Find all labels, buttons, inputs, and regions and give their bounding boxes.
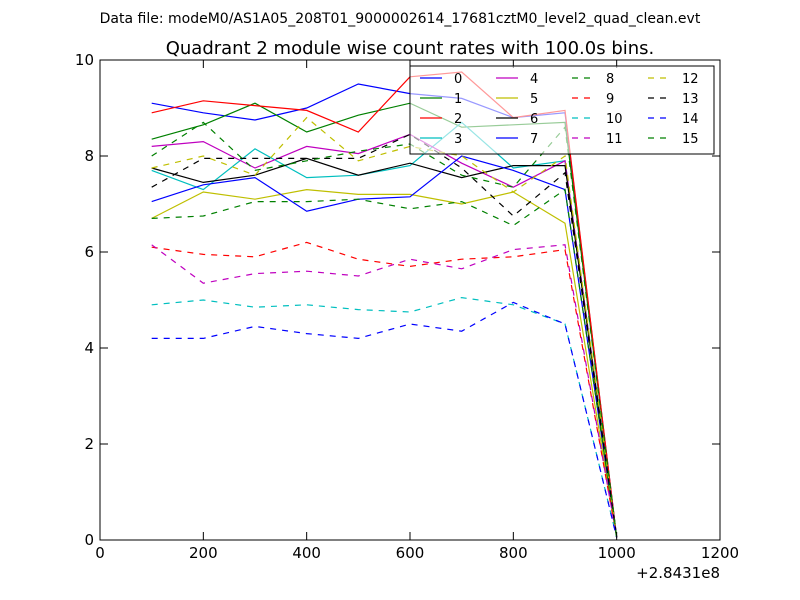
y-tick-label: 10	[75, 51, 94, 69]
legend-label-14: 14	[682, 112, 699, 127]
legend-label-10: 10	[606, 112, 623, 127]
y-tick-label: 8	[84, 147, 94, 165]
figure-suptitle: Data file: modeM0/AS1A05_208T01_90000026…	[100, 11, 701, 27]
plot-area	[151, 71, 618, 538]
series-line-11	[151, 244, 618, 538]
series-line-8	[151, 188, 618, 538]
x-tick-label: 1200	[701, 544, 739, 562]
series-line-10	[151, 296, 618, 538]
series-line-15	[151, 121, 618, 538]
legend-label-12: 12	[682, 72, 699, 87]
series-line-14	[151, 301, 618, 538]
y-tick-label: 6	[84, 243, 94, 261]
legend-label-0: 0	[454, 72, 462, 87]
legend-label-8: 8	[606, 72, 614, 87]
series-line-12	[151, 116, 618, 538]
chart-title: Quadrant 2 module wise count rates with …	[166, 38, 655, 59]
legend-label-6: 6	[530, 112, 538, 127]
legend-label-11: 11	[606, 132, 623, 147]
y-tick-label: 2	[84, 435, 94, 453]
legend-label-13: 13	[682, 92, 699, 107]
x-tick-label: 600	[396, 544, 425, 562]
series-line-13	[151, 133, 618, 538]
series-line-7	[151, 155, 618, 538]
series-line-9	[151, 241, 618, 538]
y-tick-label: 0	[84, 531, 94, 549]
legend-label-4: 4	[530, 72, 538, 87]
legend-label-2: 2	[454, 112, 462, 127]
x-tick-label: 200	[189, 544, 218, 562]
legend-label-3: 3	[454, 132, 462, 147]
legend-label-7: 7	[530, 132, 538, 147]
x-axis-offset-label: +2.8431e8	[636, 564, 720, 582]
series-line-4	[151, 133, 618, 538]
y-tick-label: 4	[84, 339, 94, 357]
x-tick-label: 800	[499, 544, 528, 562]
series-line-3	[151, 121, 618, 538]
x-tick-label: 400	[292, 544, 321, 562]
legend-label-1: 1	[454, 92, 462, 107]
legend-box	[409, 65, 715, 155]
legend-label-9: 9	[606, 92, 614, 107]
x-tick-label: 1000	[598, 544, 636, 562]
series-line-6	[151, 157, 618, 538]
legend-label-15: 15	[682, 132, 699, 147]
x-tick-label: 0	[95, 544, 105, 562]
legend-label-5: 5	[530, 92, 538, 107]
